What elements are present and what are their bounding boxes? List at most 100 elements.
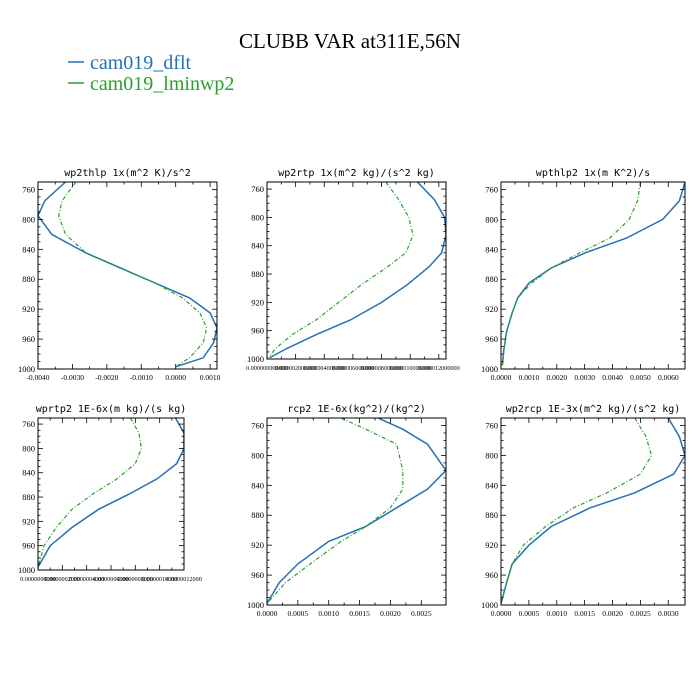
x-tick-label: 0.0010 xyxy=(519,373,540,382)
x-tick-label: 0.0000000000 xyxy=(20,576,56,583)
y-tick-label: 960 xyxy=(251,570,264,580)
x-tick-label: 0.0000 xyxy=(257,609,278,618)
y-tick-label: 760 xyxy=(22,419,35,429)
x-tick-label: 0.0005 xyxy=(288,609,309,618)
panel-5: rcp2 1E-6x(kg^2)/(kg^2) 760 800 840 880 920 96… xyxy=(247,404,447,618)
x-tick-label: 0.0050 xyxy=(630,373,651,382)
series-line-cam019_dflt xyxy=(269,182,446,359)
plot-frame xyxy=(500,417,686,606)
y-tick-label: 920 xyxy=(251,297,264,307)
y-tick-label: 1000 xyxy=(481,364,498,374)
y-tick-label: 960 xyxy=(251,326,264,336)
x-tick-label: 0.0020 xyxy=(602,609,623,618)
y-tick-label: 880 xyxy=(251,510,264,520)
plot-frame xyxy=(266,181,447,360)
x-tick-label: 0.0025 xyxy=(411,609,432,618)
x-tick-label: 0.0000006000 xyxy=(93,576,129,583)
x-tick-label: 0.000004000000 xyxy=(303,365,345,372)
panel-title: rcp2 1E-6x(kg^2)/(kg^2) xyxy=(287,404,425,415)
y-tick-label: 800 xyxy=(485,450,498,460)
y-tick-label: 920 xyxy=(251,540,264,550)
x-tick-label: 0.0040 xyxy=(602,373,623,382)
x-tick-label: 0.0030 xyxy=(658,609,679,618)
y-tick-label: 960 xyxy=(485,570,498,580)
plot-frame xyxy=(500,181,686,370)
x-tick-label: 0.000010000000 xyxy=(389,365,431,372)
y-tick-label: 760 xyxy=(251,420,264,430)
panel-title: wprtp2 1E-6x(m kg)/(s kg) xyxy=(36,404,187,415)
x-tick-label: 0.0015 xyxy=(349,609,370,618)
y-tick-label: 880 xyxy=(22,274,35,284)
series-line-cam019_lminwp2 xyxy=(501,418,653,604)
x-tick-label: 0.000012000000 xyxy=(418,365,460,372)
x-tick-label: -0.0010 xyxy=(130,373,153,382)
panel-6: wp2rcp 1E-3x(m^2 kg)/(s^2 kg) 760 800 840 88… xyxy=(481,404,686,618)
y-tick-label: 1000 xyxy=(481,600,498,610)
series-line-cam019_dflt xyxy=(501,418,685,604)
x-tick-label: 0.0030 xyxy=(574,373,595,382)
series-line-cam019_lminwp2 xyxy=(267,182,414,358)
y-tick-label: 1000 xyxy=(247,354,264,364)
plot-frame xyxy=(266,417,447,606)
y-tick-label: 760 xyxy=(22,184,35,194)
x-tick-label: 0.0000002000 xyxy=(45,576,81,583)
y-tick-label: 880 xyxy=(251,269,264,279)
plot-frame xyxy=(37,181,218,370)
y-tick-label: 760 xyxy=(485,420,498,430)
panel-title: wp2rcp 1E-3x(m^2 kg)/(s^2 kg) xyxy=(506,404,681,415)
series-line-cam019_dflt xyxy=(501,182,685,366)
y-tick-label: 880 xyxy=(485,274,498,284)
series-line-cam019_dflt xyxy=(267,418,446,604)
y-tick-label: 960 xyxy=(22,334,35,344)
x-tick-label: -0.0030 xyxy=(61,373,84,382)
x-tick-label: 0.0000012000 xyxy=(166,576,202,583)
y-tick-label: 840 xyxy=(251,480,264,490)
x-tick-label: 0.0015 xyxy=(574,609,595,618)
x-tick-label: 0.000006000000 xyxy=(332,365,374,372)
y-tick-label: 800 xyxy=(22,214,35,224)
panel-title: wp2thlp 1x(m^2 K)/s^2 xyxy=(64,168,190,179)
series-line-cam019_lminwp2 xyxy=(501,182,641,366)
figure-title: CLUBB VAR at311E,56N xyxy=(239,29,461,53)
y-tick-label: 1000 xyxy=(247,600,264,610)
panel-1: wp2thlp 1x(m^2 K)/s^2 760 800 840 880 920 960 1… xyxy=(18,168,221,382)
x-tick-label: 0.0000004000 xyxy=(69,576,105,583)
x-tick-label: 0.0000 xyxy=(491,373,512,382)
y-tick-label: 760 xyxy=(485,184,498,194)
y-tick-label: 960 xyxy=(22,541,35,551)
y-tick-label: 1000 xyxy=(18,364,35,374)
plot-frame xyxy=(37,417,185,571)
x-tick-label: 0.0005 xyxy=(519,609,540,618)
y-tick-label: 920 xyxy=(22,516,35,526)
panel-4: wprtp2 1E-6x(m kg)/(s kg)760 800 840 880 920… xyxy=(18,404,202,583)
x-tick-label: 0.0010 xyxy=(200,373,221,382)
y-tick-label: 880 xyxy=(485,510,498,520)
series-line-cam019_dflt xyxy=(38,182,217,368)
y-tick-label: 840 xyxy=(251,241,264,251)
y-tick-label: 760 xyxy=(251,184,264,194)
y-tick-label: 800 xyxy=(485,214,498,224)
x-tick-label: 0.0010 xyxy=(318,609,339,618)
series-line-cam019_lminwp2 xyxy=(267,418,404,604)
series-line-cam019_dflt xyxy=(38,418,184,568)
panel-title: wpthlp2 1x(m K^2)/s xyxy=(536,168,650,179)
legend-label-dflt: cam019_dflt xyxy=(90,52,192,74)
x-tick-label: 0.0010 xyxy=(546,609,567,618)
x-tick-label: 0.000008000000 xyxy=(361,365,403,372)
y-tick-label: 920 xyxy=(485,304,498,314)
panel-title: wp2rtp 1x(m^2 kg)/(s^2 kg) xyxy=(278,168,435,179)
y-tick-label: 840 xyxy=(485,480,498,490)
x-tick-label: 0.000000000000 xyxy=(246,365,288,372)
y-tick-label: 840 xyxy=(22,468,35,478)
x-tick-label: 0.0020 xyxy=(546,373,567,382)
legend-label-lminwp2: cam019_lminwp2 xyxy=(90,73,234,95)
panel-3: wpthlp2 1x(m K^2)/s 760 800 840 880 920 960 100… xyxy=(481,168,686,382)
series-line-cam019_lminwp2 xyxy=(38,418,143,568)
x-tick-label: 0.0000 xyxy=(491,609,512,618)
legend: cam019_dflt cam019_lminwp2 xyxy=(68,52,234,95)
panel-2: wp2rtp 1x(m^2 kg)/(s^2 kg) 760 800 840 880 92… xyxy=(246,168,460,372)
x-tick-label: 0.0000008000 xyxy=(118,576,154,583)
y-tick-label: 880 xyxy=(22,492,35,502)
series-line-cam019_lminwp2 xyxy=(58,182,208,368)
